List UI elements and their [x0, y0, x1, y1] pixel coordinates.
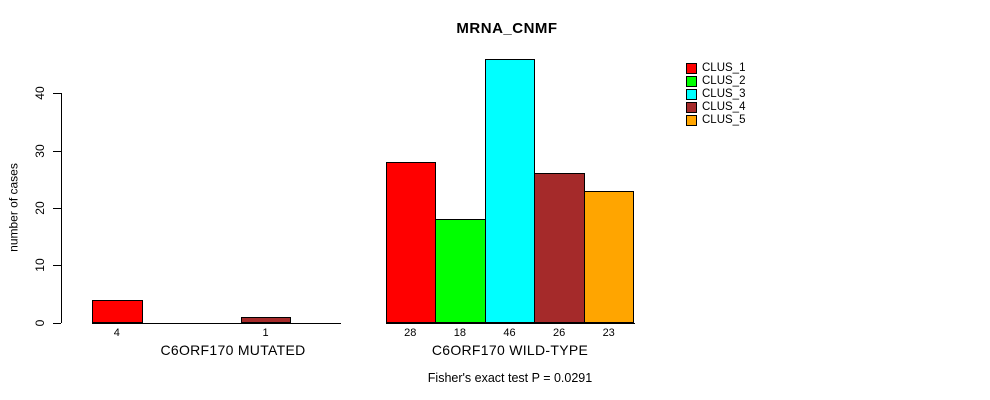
y-tick-label: 0 [33, 319, 47, 326]
legend-swatch-CLUS_5 [686, 115, 697, 127]
legend-label: CLUS_4 [702, 101, 746, 114]
bar-value-label: 23 [602, 326, 615, 339]
y-axis-label: number of cases [6, 163, 21, 252]
legend-item-CLUS_1: CLUS_1 [686, 62, 745, 75]
bar-value-label: 46 [503, 326, 516, 339]
bar-value-label: 26 [552, 326, 566, 339]
bar-value-label: 28 [404, 326, 417, 339]
y-tick [53, 265, 61, 267]
legend-item-CLUS_5: CLUS_5 [686, 114, 745, 127]
bar-value-label: 1 [262, 326, 269, 339]
y-tick-label: 40 [33, 86, 47, 100]
bar-CLUS_1 [385, 161, 437, 324]
y-tick [53, 207, 61, 209]
bar-CLUS_3 [484, 58, 536, 324]
y-tick [53, 322, 61, 324]
legend-swatch-CLUS_4 [686, 102, 697, 114]
bar-CLUS_1 [92, 299, 143, 324]
y-tick [53, 150, 61, 152]
bar-CLUS_2 [435, 219, 486, 324]
bar-CLUS_4 [240, 316, 292, 324]
bar-CLUS_5 [583, 190, 635, 324]
y-tick-label: 30 [33, 143, 47, 158]
bar-value-label: 18 [453, 326, 467, 339]
y-tick-label: 20 [33, 201, 47, 215]
legend-label: CLUS_2 [702, 75, 746, 88]
legend: CLUS_1 CLUS_2 CLUS_3 CLUS_4 CLUS_5 [686, 62, 745, 127]
chart-title: MRNA_CNMF [456, 20, 558, 37]
group-label-wild-type: C6ORF170 WILD-TYPE [431, 342, 589, 358]
fisher-test-footnote: Fisher's exact test P = 0.0291 [427, 371, 593, 385]
legend-item-CLUS_3: CLUS_3 [686, 88, 745, 101]
legend-swatch-CLUS_1 [686, 63, 697, 75]
y-tick-label: 10 [33, 258, 47, 272]
group-label-mutated: C6ORF170 MUTATED [160, 342, 306, 358]
legend-swatch-CLUS_3 [686, 89, 697, 101]
legend-item-CLUS_4: CLUS_4 [686, 101, 745, 114]
legend-item-CLUS_2: CLUS_2 [686, 75, 745, 88]
legend-label: CLUS_3 [702, 88, 746, 101]
group-baseline [92, 322, 341, 324]
bar-value-label: 4 [113, 326, 120, 339]
y-tick [53, 93, 61, 95]
legend-swatch-CLUS_2 [686, 76, 697, 88]
bar-CLUS_4 [534, 173, 585, 324]
legend-label: CLUS_5 [702, 114, 746, 127]
legend-label: CLUS_1 [702, 62, 746, 75]
y-axis-line [61, 93, 62, 324]
